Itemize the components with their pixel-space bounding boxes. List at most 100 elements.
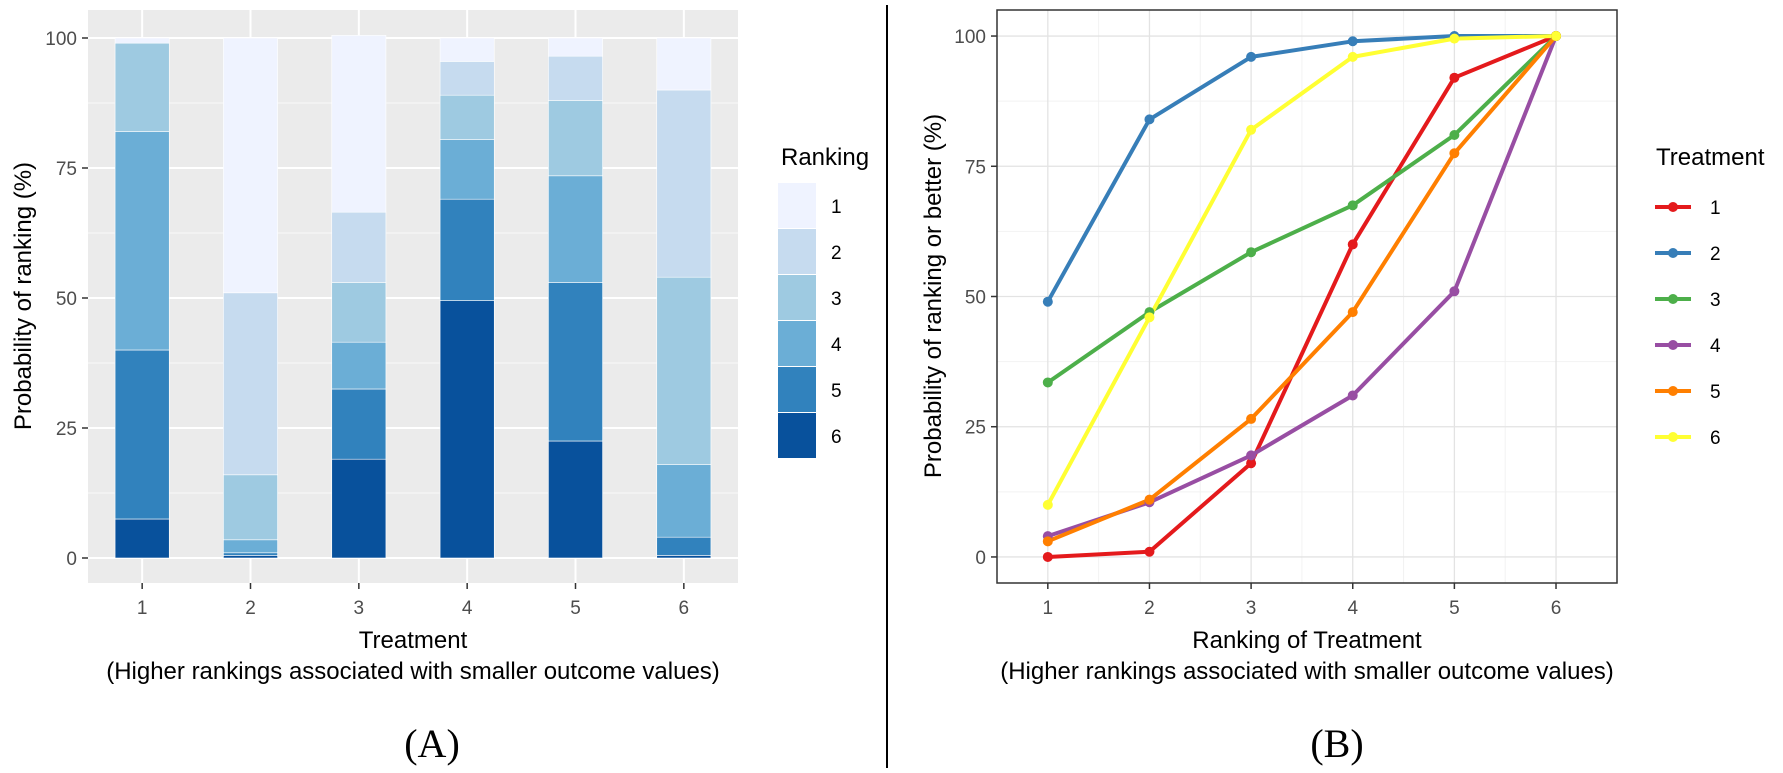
bar-segment-treatment-1-rank-4 — [114, 131, 170, 351]
data-point-treatment-5 — [1144, 494, 1155, 505]
panel-a-legend-title: Ranking — [781, 144, 869, 171]
panel-b-gridlines — [997, 10, 1617, 583]
bar-segment-treatment-4-rank-1 — [439, 37, 495, 62]
bar-segment-treatment-3-rank-6 — [331, 458, 387, 559]
bar-segment-treatment-6-rank-5 — [656, 536, 712, 556]
legend-label-treatment-5: 5 — [1710, 382, 1721, 403]
data-point-treatment-6 — [1347, 51, 1358, 62]
bar-segment-treatment-5-rank-3 — [548, 100, 603, 177]
data-point-treatment-1 — [1042, 551, 1053, 562]
bar-segment-treatment-3-rank-1 — [331, 35, 387, 213]
legend-swatch-rank-1 — [778, 183, 816, 228]
panel-a-y-tick-label: 50 — [56, 289, 77, 310]
data-point-treatment-4 — [1246, 450, 1257, 461]
bar-segment-treatment-5-rank-5 — [548, 282, 603, 442]
bar-segment-treatment-5-rank-6 — [548, 440, 603, 559]
legend-swatch-rank-3 — [778, 275, 816, 320]
data-point-treatment-6 — [1449, 33, 1460, 44]
legend-label-rank-4: 4 — [831, 335, 842, 356]
panel-a-x-tick-label: 6 — [679, 598, 690, 619]
data-point-treatment-3 — [1347, 200, 1358, 211]
bar-segment-treatment-4-rank-2 — [439, 61, 495, 96]
data-point-treatment-2 — [1042, 296, 1053, 307]
bar-segment-treatment-2-rank-1 — [223, 37, 278, 294]
data-point-treatment-5 — [1042, 536, 1053, 547]
series-line-treatment-2 — [1046, 34, 1556, 303]
data-point-treatment-6 — [1042, 499, 1053, 510]
panel-a-y-axis-label: Probability of ranking (%) — [10, 162, 37, 430]
legend-point-treatment-6 — [1668, 432, 1678, 442]
bar-segment-treatment-1-rank-3 — [114, 42, 170, 132]
bar-segment-treatment-2-rank-3 — [223, 474, 278, 541]
panel-a-y-tick-label: 75 — [56, 159, 77, 180]
data-point-treatment-6 — [1551, 31, 1562, 42]
legend-point-treatment-5 — [1668, 386, 1678, 396]
legend-label-treatment-1: 1 — [1710, 198, 1721, 219]
legend-label-rank-2: 2 — [831, 243, 842, 264]
legend-label-treatment-2: 2 — [1710, 244, 1721, 265]
panel-a-x-tick-label: 2 — [245, 598, 256, 619]
bar-segment-treatment-1-rank-5 — [114, 349, 170, 520]
panel-a-x-axis-note: (Higher rankings associated with smaller… — [106, 658, 720, 685]
bar-segment-treatment-4-rank-6 — [439, 300, 495, 559]
panel-b-y-tick-label: 100 — [954, 27, 986, 48]
data-point-treatment-3 — [1449, 130, 1460, 141]
bar-segment-treatment-5-rank-4 — [548, 175, 603, 283]
series-line-treatment-3 — [1046, 34, 1558, 385]
bar-segment-treatment-2-rank-5 — [223, 552, 278, 556]
legend-point-treatment-2 — [1668, 248, 1678, 258]
data-point-treatment-3 — [1042, 377, 1053, 388]
panel-a-plot-background — [88, 10, 738, 583]
bar-segment-treatment-4-rank-5 — [439, 198, 495, 301]
panel-a-x-tick-label: 5 — [570, 598, 581, 619]
legend-swatch-rank-6 — [778, 413, 816, 458]
legend-label-rank-6: 6 — [831, 427, 842, 448]
data-point-treatment-5 — [1449, 148, 1460, 159]
bar-segment-treatment-4-rank-4 — [439, 139, 495, 200]
panel-b-y-tick-label: 75 — [965, 157, 986, 178]
legend-label-treatment-3: 3 — [1710, 290, 1721, 311]
bar-segment-treatment-2-rank-2 — [223, 292, 278, 476]
data-point-treatment-2 — [1144, 114, 1155, 125]
panel-b-legend-title: Treatment — [1656, 144, 1765, 171]
data-point-treatment-5 — [1246, 413, 1257, 424]
data-point-treatment-5 — [1347, 307, 1358, 318]
legend-swatch-rank-5 — [778, 367, 816, 412]
data-point-treatment-6 — [1246, 124, 1257, 135]
panel-b-x-tick-label: 3 — [1246, 598, 1257, 619]
panel-a-y-tick-label: 25 — [56, 419, 77, 440]
legend-point-treatment-1 — [1668, 202, 1678, 212]
panel-a-legend: 1 2 3 4 5 6 — [778, 183, 842, 458]
data-point-treatment-4 — [1449, 286, 1460, 297]
legend-label-rank-3: 3 — [831, 289, 842, 310]
bar-segment-treatment-6-rank-3 — [656, 276, 712, 465]
panel-b-y-tick-label: 0 — [975, 548, 986, 569]
legend-point-treatment-4 — [1668, 340, 1678, 350]
bar-segment-treatment-1-rank-6 — [114, 518, 170, 559]
panel-a-x-axis-label: Treatment — [359, 627, 468, 654]
series-line-treatment-1 — [1047, 34, 1557, 559]
series-line-treatment-6 — [1046, 34, 1557, 506]
panel-a-y-tick-label: 100 — [45, 29, 77, 50]
legend-label-treatment-6: 6 — [1710, 428, 1721, 449]
data-point-treatment-2 — [1246, 51, 1257, 62]
series-line-treatment-5 — [1047, 34, 1558, 544]
panel-b-label: (B) — [1310, 721, 1363, 766]
panel-b-x-tick-label: 2 — [1144, 598, 1155, 619]
legend-label-rank-1: 1 — [831, 197, 842, 218]
panel-b-y-tick-label: 25 — [965, 418, 986, 439]
legend-swatch-rank-2 — [778, 229, 816, 274]
panel-a-label: (A) — [404, 721, 460, 766]
legend-point-treatment-3 — [1668, 294, 1678, 304]
data-point-treatment-2 — [1347, 36, 1358, 47]
bar-segment-treatment-6-rank-1 — [656, 37, 712, 91]
panel-b-points — [1042, 31, 1562, 562]
panel-b-x-axis-label: Ranking of Treatment — [1192, 627, 1422, 654]
panel-b-lines — [1046, 34, 1558, 559]
panel-b-x-tick-label: 4 — [1347, 598, 1358, 619]
bar-segment-treatment-2-rank-6 — [223, 555, 278, 559]
panel-b-x-tick-label: 5 — [1449, 598, 1460, 619]
panel-a-x-tick-label: 1 — [137, 598, 148, 619]
